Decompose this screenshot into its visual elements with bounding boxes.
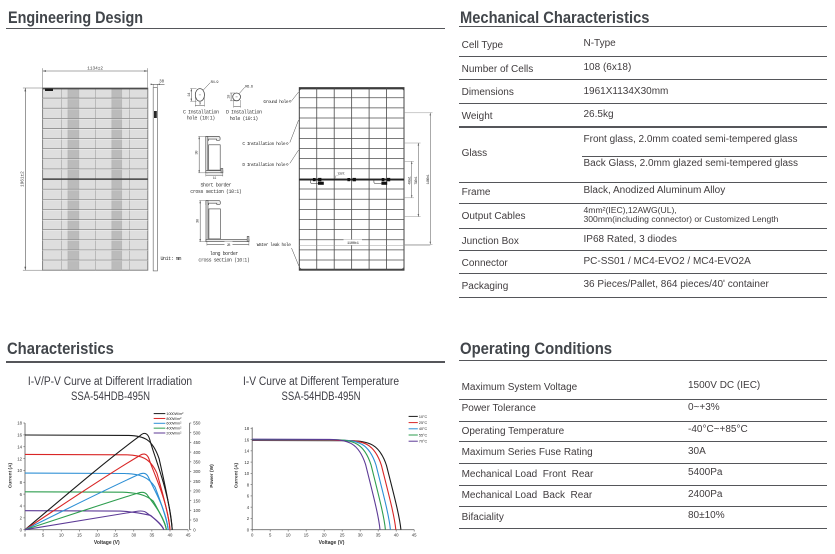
- svg-text:150: 150: [193, 498, 201, 503]
- svg-text:12: 12: [17, 456, 22, 461]
- svg-text:18: 18: [244, 426, 249, 431]
- svg-text:25: 25: [340, 532, 345, 537]
- svg-text:C Installation: C Installation: [183, 109, 219, 115]
- svg-text:Unit: mm: Unit: mm: [161, 256, 182, 262]
- svg-text:25°C: 25°C: [419, 421, 428, 425]
- svg-text:30: 30: [159, 81, 165, 85]
- svg-text:0: 0: [20, 527, 23, 532]
- svg-text:600W/m²: 600W/m²: [166, 422, 182, 426]
- svg-text:20: 20: [95, 532, 100, 537]
- svg-text:14: 14: [188, 92, 192, 97]
- svg-text:4: 4: [20, 504, 23, 509]
- svg-text:20: 20: [322, 532, 327, 537]
- svg-text:8: 8: [20, 480, 23, 485]
- svg-text:10: 10: [17, 468, 22, 473]
- svg-text:cross section (10:1): cross section (10:1): [190, 189, 241, 195]
- svg-text:1134±2: 1134±2: [87, 67, 103, 72]
- svg-text:30: 30: [131, 532, 136, 537]
- svg-text:Current (A): Current (A): [7, 462, 13, 488]
- svg-text:11: 11: [213, 177, 217, 181]
- svg-text:450: 450: [193, 440, 201, 445]
- svg-text:Power (W): Power (W): [209, 464, 215, 488]
- svg-text:70°C: 70°C: [419, 440, 428, 444]
- svg-text:D Installation hole: D Installation hole: [242, 162, 286, 168]
- svg-text:30: 30: [358, 532, 363, 537]
- svg-text:10: 10: [59, 532, 64, 537]
- svg-text:4: 4: [247, 505, 250, 510]
- svg-text:25: 25: [113, 532, 118, 537]
- svg-text:16: 16: [244, 437, 249, 442]
- svg-text:Short border: Short border: [200, 183, 231, 189]
- svg-text:Voltage (V): Voltage (V): [319, 540, 345, 546]
- svg-text:10°C: 10°C: [419, 415, 428, 419]
- svg-text:14: 14: [244, 449, 249, 454]
- svg-text:250: 250: [193, 479, 201, 484]
- svg-text:1000W/m²: 1000W/m²: [166, 412, 184, 416]
- svg-text:0: 0: [247, 527, 250, 532]
- svg-text:cross section (10:1): cross section (10:1): [198, 257, 249, 263]
- svg-text:40: 40: [168, 532, 173, 537]
- svg-text:10: 10: [228, 94, 232, 99]
- svg-text:hole (10:1): hole (10:1): [187, 116, 216, 122]
- svg-text:40: 40: [394, 532, 399, 537]
- svg-text:350: 350: [193, 460, 201, 465]
- svg-text:0: 0: [251, 532, 254, 537]
- svg-text:D Installation: D Installation: [226, 109, 262, 115]
- svg-text:790±1: 790±1: [415, 176, 419, 184]
- svg-text:55°C: 55°C: [419, 433, 428, 437]
- svg-text:15: 15: [304, 532, 309, 537]
- svg-text:15: 15: [77, 532, 82, 537]
- svg-text:R6.6: R6.6: [245, 86, 254, 90]
- svg-text:long border: long border: [210, 251, 239, 257]
- svg-text:1961±2: 1961±2: [20, 171, 25, 187]
- svg-text:40°C: 40°C: [419, 427, 428, 431]
- svg-text:550: 550: [193, 421, 201, 426]
- svg-text:6: 6: [20, 492, 23, 497]
- svg-text:R4.9: R4.9: [211, 81, 220, 85]
- svg-text:2: 2: [247, 516, 250, 521]
- svg-text:10: 10: [286, 532, 291, 537]
- svg-text:30: 30: [196, 218, 200, 223]
- svg-text:300: 300: [193, 469, 201, 474]
- svg-text:35: 35: [149, 532, 154, 537]
- svg-text:8: 8: [247, 482, 250, 487]
- svg-text:14: 14: [17, 444, 22, 449]
- svg-text:12: 12: [244, 460, 249, 465]
- svg-text:18: 18: [17, 421, 22, 426]
- svg-text:Water leak hole: Water leak hole: [257, 242, 292, 248]
- svg-text:2: 2: [20, 516, 23, 521]
- svg-text:Voltage (V): Voltage (V): [94, 540, 120, 546]
- svg-text:6: 6: [247, 494, 250, 499]
- svg-text:28: 28: [227, 244, 231, 248]
- svg-text:C Installation hole: C Installation hole: [242, 141, 286, 147]
- svg-text:16: 16: [17, 433, 22, 438]
- svg-text:Ground hole: Ground hole: [263, 99, 289, 105]
- svg-text:35: 35: [376, 532, 381, 537]
- svg-text:10: 10: [244, 471, 249, 476]
- svg-text:5: 5: [269, 532, 272, 537]
- svg-text:1400±1: 1400±1: [427, 174, 431, 184]
- svg-text:hole (10:1): hole (10:1): [230, 116, 259, 122]
- svg-text:45: 45: [412, 532, 417, 537]
- svg-text:400: 400: [193, 450, 201, 455]
- svg-text:1100±1: 1100±1: [347, 242, 360, 246]
- svg-text:45: 45: [186, 532, 191, 537]
- svg-text:5: 5: [42, 532, 45, 537]
- svg-text:30: 30: [195, 150, 199, 155]
- svg-text:0: 0: [193, 527, 196, 532]
- svg-text:9: 9: [199, 102, 201, 106]
- svg-text:400±1: 400±1: [408, 176, 412, 184]
- svg-text:400W/m²: 400W/m²: [166, 427, 182, 431]
- svg-text:50: 50: [193, 518, 198, 523]
- svg-text:joint: joint: [337, 172, 345, 176]
- svg-text:100: 100: [193, 508, 201, 513]
- svg-text:200: 200: [193, 489, 201, 494]
- svg-text:Current (A): Current (A): [233, 462, 239, 488]
- svg-text:800W/m²: 800W/m²: [166, 417, 182, 421]
- svg-text:0: 0: [24, 532, 27, 537]
- svg-text:500: 500: [193, 430, 201, 435]
- svg-text:200W/m²: 200W/m²: [166, 431, 182, 435]
